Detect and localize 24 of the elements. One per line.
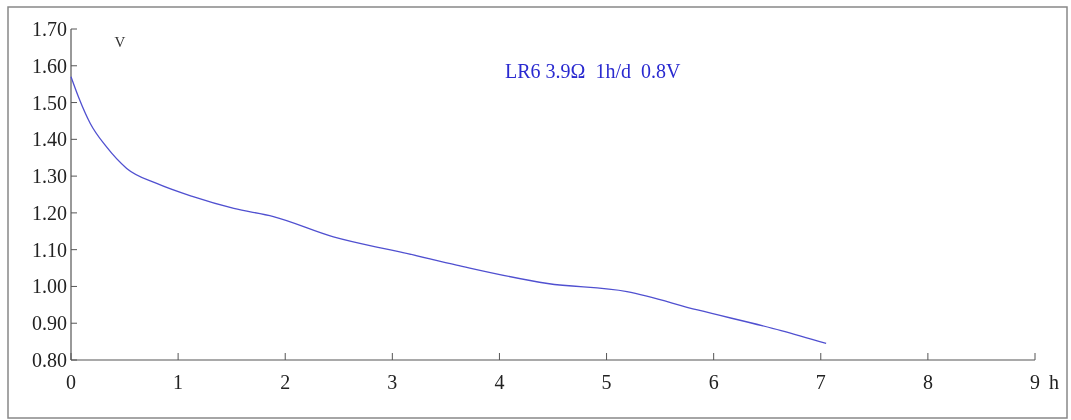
- x-tick-label: 3: [387, 371, 398, 393]
- x-tick-label: 8: [922, 371, 933, 393]
- y-tick-label: 1.20: [32, 201, 67, 224]
- y-tick-label: 1.30: [32, 165, 67, 188]
- x-axis-title: h: [1049, 371, 1059, 393]
- y-tick-label: 1.70: [32, 18, 67, 40]
- x-tick-label: 6: [708, 371, 719, 393]
- y-tick-label: 1.40: [32, 128, 67, 151]
- x-tick-label: 4: [494, 371, 505, 393]
- x-tick-label: 9: [1030, 371, 1040, 393]
- x-tick-label: 5: [601, 371, 612, 393]
- y-tick-label: 1.50: [32, 91, 67, 114]
- y-axis-title: V: [114, 34, 126, 50]
- line-series: [70, 76, 827, 345]
- x-tick-label: 0: [66, 371, 76, 393]
- annotation: LR6 3.9Ω 1h/d 0.8V: [505, 60, 681, 82]
- y-tick-label: 1.10: [32, 238, 67, 261]
- x-tick-label: 2: [280, 371, 291, 393]
- y-tick-label: 1.00: [32, 275, 67, 298]
- x-tick-label: 7: [815, 371, 826, 393]
- y-tick-label: 1.60: [32, 54, 67, 77]
- x-tick-label: 1: [173, 371, 184, 393]
- y-tick-label: 0.90: [32, 312, 67, 335]
- y-tick-label: 0.80: [32, 349, 67, 371]
